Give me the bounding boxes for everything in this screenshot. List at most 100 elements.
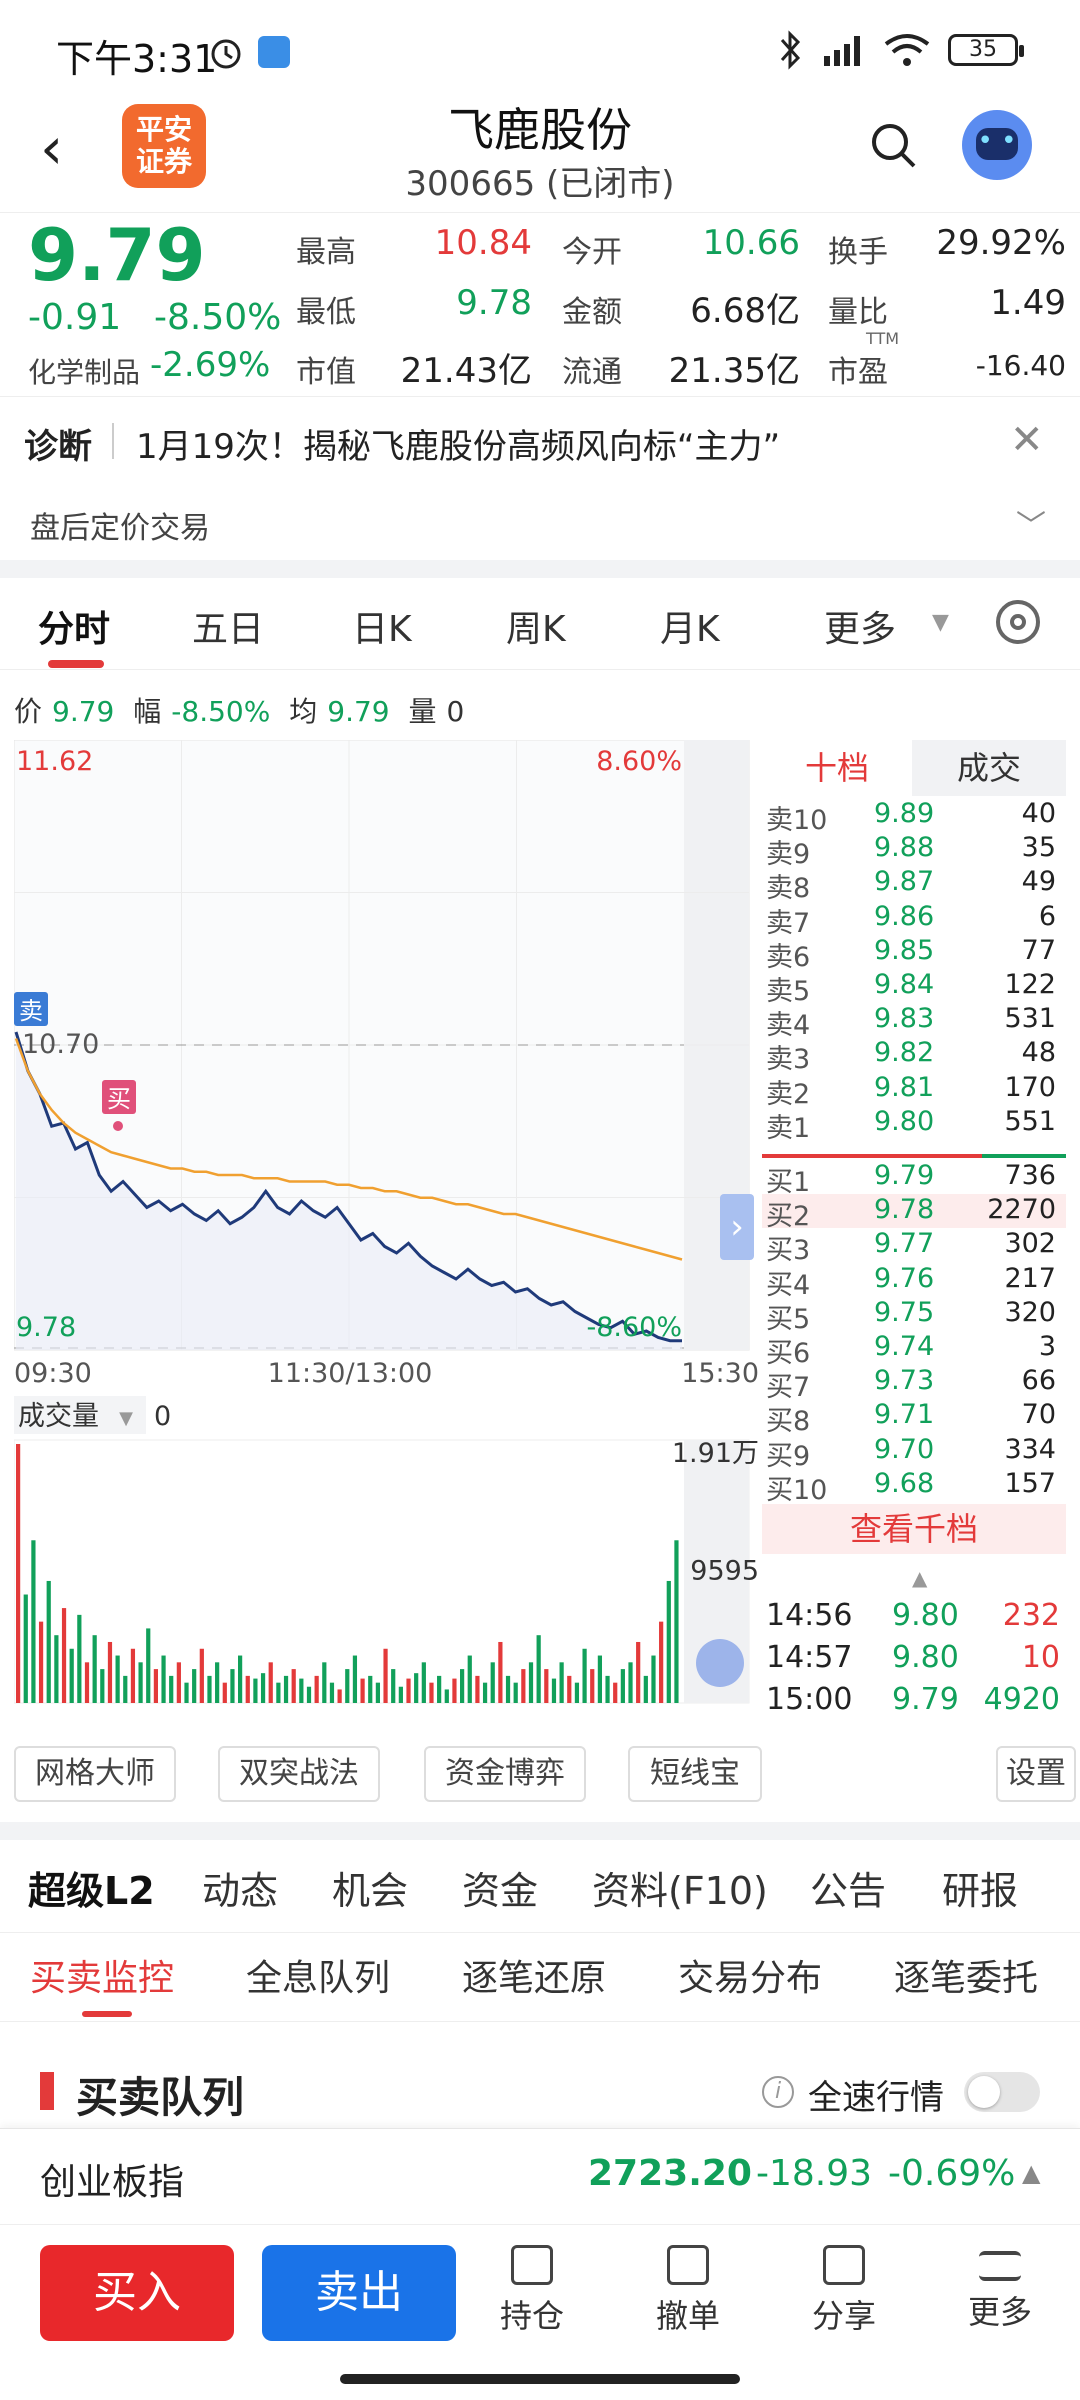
short-term-button[interactable]: 短线宝 bbox=[628, 1746, 762, 1802]
tab-tick-orders[interactable]: 逐笔委托 bbox=[894, 1958, 1039, 1999]
volume-bar bbox=[92, 1635, 97, 1703]
bid-level-row[interactable]: 买10 9.68 157 bbox=[762, 1468, 1066, 1506]
bid-level-row[interactable]: 买8 9.71 70 bbox=[762, 1399, 1066, 1437]
diagnosis-panel: 诊断 1月19次！揭秘飞鹿股份高频风向标“主力” ✕ 盘后定价交易 ﹀ bbox=[0, 396, 1080, 556]
tab-news-feed[interactable]: 动态 bbox=[202, 1869, 279, 1913]
level-price: 9.73 bbox=[874, 1365, 935, 1397]
double-breakout-button[interactable]: 双突战法 bbox=[218, 1746, 380, 1802]
index-ticker-bar[interactable]: 创业板指 2723.20 -18.93 -0.69% ▲ bbox=[0, 2128, 1080, 2224]
tab-trades[interactable]: 成交 bbox=[912, 740, 1066, 796]
volume-bar bbox=[375, 1682, 381, 1703]
price-area bbox=[16, 1032, 682, 1350]
volume-bar bbox=[268, 1662, 273, 1703]
search-icon[interactable] bbox=[868, 120, 918, 170]
tab-monthly-k[interactable]: 月K bbox=[660, 609, 720, 650]
ask-level-row[interactable]: 卖9 9.88 35 bbox=[762, 832, 1066, 870]
trade-tape-row[interactable]: 14:57 9.80 10 bbox=[762, 1640, 1066, 1680]
tab-research[interactable]: 研报 bbox=[942, 1869, 1019, 1913]
bid-level-row[interactable]: 买9 9.70 334 bbox=[762, 1434, 1066, 1472]
ask-level-row[interactable]: 卖1 9.80 551 bbox=[762, 1105, 1066, 1144]
trade-time: 14:57 bbox=[766, 1640, 853, 1675]
tab-five-day[interactable]: 五日 bbox=[192, 609, 265, 650]
chevron-down-icon[interactable]: ﹀ bbox=[1016, 509, 1046, 544]
bid-level-row[interactable]: 买6 9.74 3 bbox=[762, 1331, 1066, 1369]
gear-icon[interactable] bbox=[996, 600, 1040, 644]
level-volume: 302 bbox=[1004, 1228, 1056, 1260]
bid-level-row[interactable]: 买5 9.75 320 bbox=[762, 1296, 1066, 1335]
ask-level-row[interactable]: 卖8 9.87 49 bbox=[762, 866, 1066, 904]
tab-f10[interactable]: 资料(F10) bbox=[592, 1869, 768, 1913]
tab-holographic-queue[interactable]: 全息队列 bbox=[246, 1958, 391, 1999]
ask-level-row[interactable]: 卖5 9.84 122 bbox=[762, 969, 1066, 1007]
volume-bar bbox=[567, 1675, 572, 1703]
tab-ten-levels[interactable]: 十档 bbox=[804, 749, 869, 787]
index-value: 2723.20 bbox=[588, 2153, 752, 2194]
trade-tape-row[interactable]: 14:56 9.80 232 bbox=[762, 1598, 1066, 1638]
share-button[interactable]: 分享 bbox=[784, 2245, 904, 2337]
bid-level-row[interactable]: 买4 9.76 217 bbox=[762, 1263, 1066, 1301]
back-button[interactable]: ‹ bbox=[40, 114, 64, 182]
price-change: -0.91 bbox=[28, 297, 122, 338]
caret-down-icon[interactable]: ▼ bbox=[932, 610, 949, 635]
ask-level-row[interactable]: 卖2 9.81 170 bbox=[762, 1072, 1066, 1110]
positions-button[interactable]: 持仓 bbox=[472, 2245, 592, 2337]
sector-name[interactable]: 化学制品 bbox=[28, 356, 141, 389]
tab-super-l2[interactable]: 超级L2 bbox=[28, 1869, 155, 1913]
sell-button[interactable]: 卖出 bbox=[262, 2245, 456, 2341]
tab-more[interactable]: 更多 bbox=[824, 609, 897, 650]
tab-funds[interactable]: 资金 bbox=[462, 1869, 539, 1913]
ask-level-row[interactable]: 卖4 9.83 531 bbox=[762, 1003, 1066, 1041]
robot-assistant-icon[interactable] bbox=[962, 110, 1032, 180]
intraday-chart[interactable]: 11.62 10.70 9.78 8.60% -8.60% 09:30 11:30/13:0… bbox=[14, 740, 759, 1725]
more-button[interactable]: 更多 bbox=[940, 2245, 1060, 2333]
caret-up-icon[interactable]: ▲ bbox=[1022, 2159, 1041, 2187]
buy-button[interactable]: 买入 bbox=[40, 2245, 234, 2341]
volume-bar bbox=[115, 1655, 120, 1703]
level-label: 买6 bbox=[766, 1338, 811, 1369]
volume-bar bbox=[490, 1662, 495, 1703]
fund-game-button[interactable]: 资金博弈 bbox=[424, 1746, 586, 1802]
bid-level-row[interactable]: 买2 9.78 2270 bbox=[762, 1194, 1066, 1232]
view-thousand-levels-button[interactable]: 查看千档 bbox=[762, 1504, 1066, 1554]
tab-tick-restore[interactable]: 逐笔还原 bbox=[462, 1958, 607, 1999]
ask-level-row[interactable]: 卖6 9.85 77 bbox=[762, 935, 1066, 973]
tab-daily-k[interactable]: 日K bbox=[352, 609, 412, 650]
volume-bar bbox=[146, 1628, 151, 1703]
volume-bar bbox=[643, 1675, 648, 1703]
bid-level-row[interactable]: 买7 9.73 66 bbox=[762, 1365, 1066, 1403]
grid-master-button[interactable]: 网格大师 bbox=[14, 1746, 176, 1802]
volume-bar bbox=[238, 1655, 243, 1703]
after-hours-trading[interactable]: 盘后定价交易 bbox=[30, 511, 210, 546]
caret-up-icon[interactable]: ▲ bbox=[912, 1566, 928, 1590]
intraday-chart-svg[interactable]: 11.62 10.70 9.78 8.60% -8.60% 09:30 11:30/13:0… bbox=[14, 740, 759, 1725]
ask-level-row[interactable]: 卖3 9.82 48 bbox=[762, 1037, 1066, 1075]
cancel-order-button[interactable]: 撤单 bbox=[628, 2245, 748, 2337]
diagnosis-headline[interactable]: 1月19次！揭秘飞鹿股份高频风向标“主力” bbox=[136, 427, 781, 467]
share-icon bbox=[823, 2245, 865, 2285]
current-price: 9.79 bbox=[28, 213, 206, 297]
tab-opportunity[interactable]: 机会 bbox=[332, 1869, 409, 1913]
ask-level-row[interactable]: 卖10 9.89 40 bbox=[762, 798, 1066, 836]
info-icon[interactable]: i bbox=[762, 2076, 794, 2108]
level-volume: 551 bbox=[1004, 1105, 1056, 1137]
trade-tape-row[interactable]: 15:00 9.79 4920 bbox=[762, 1682, 1066, 1722]
stock-name: 飞鹿股份 bbox=[448, 103, 632, 157]
tab-weekly-k[interactable]: 周K bbox=[506, 609, 566, 650]
level-price: 9.75 bbox=[874, 1296, 935, 1328]
section-title: 买卖队列 bbox=[76, 2073, 245, 2122]
tab-intraday[interactable]: 分时 bbox=[38, 609, 111, 650]
volume-bar bbox=[345, 1669, 350, 1703]
tools-settings-button[interactable]: 设置 bbox=[996, 1746, 1076, 1802]
tab-trade-monitor[interactable]: 买卖监控 bbox=[30, 1958, 175, 1999]
full-speed-toggle[interactable] bbox=[964, 2072, 1040, 2112]
home-indicator[interactable] bbox=[340, 2374, 740, 2384]
tab-trade-distribution[interactable]: 交易分布 bbox=[678, 1958, 823, 1999]
volume-bar bbox=[138, 1662, 143, 1703]
section-marker bbox=[40, 2072, 54, 2110]
close-icon[interactable]: ✕ bbox=[1010, 417, 1044, 463]
tab-announcements[interactable]: 公告 bbox=[810, 1869, 887, 1913]
y-axis-right-top-label: 8.60% bbox=[596, 746, 682, 777]
bid-level-row[interactable]: 买1 9.79 736 bbox=[762, 1160, 1066, 1198]
bid-level-row[interactable]: 买3 9.77 302 bbox=[762, 1228, 1066, 1266]
ask-level-row[interactable]: 卖7 9.86 6 bbox=[762, 901, 1066, 939]
